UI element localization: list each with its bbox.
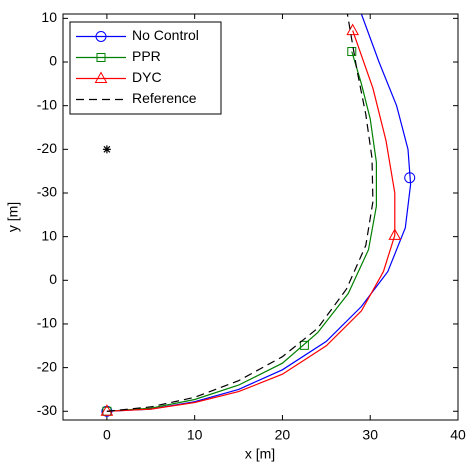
legend-label: PPR <box>132 48 161 64</box>
marker <box>346 23 360 36</box>
plot-lines <box>100 14 416 417</box>
marker <box>94 71 108 83</box>
y-tick-label: -30 <box>37 184 57 200</box>
star-stroke <box>103 145 111 153</box>
marker <box>299 340 309 350</box>
series-line <box>106 14 374 412</box>
y-tick-label: -30 <box>37 402 57 418</box>
marker <box>95 31 107 42</box>
marker <box>96 53 106 62</box>
y-tick-label: 0 <box>49 271 57 287</box>
legend-label: Reference <box>132 90 197 106</box>
y-tick-label: 10 <box>41 9 57 25</box>
y-tick-label: -20 <box>37 140 57 156</box>
y-tick-label: 0 <box>49 53 57 69</box>
y-tick-label: -20 <box>37 358 57 374</box>
x-axis-label: x [m] <box>245 446 275 462</box>
legend-box <box>69 21 222 115</box>
x-tick-label: 30 <box>362 427 378 443</box>
y-tick-label: -10 <box>37 96 57 112</box>
series-line <box>106 14 412 412</box>
series-line <box>106 30 396 412</box>
x-tick-label: 0 <box>103 427 111 443</box>
legend-label: No Control <box>132 27 199 43</box>
x-tick-label: 10 <box>187 427 203 443</box>
series-line <box>106 51 377 412</box>
x-tick-label: 40 <box>450 427 466 443</box>
y-tick-label: -10 <box>37 315 57 331</box>
marker <box>404 172 416 184</box>
marker <box>347 47 357 57</box>
star-point <box>102 145 111 154</box>
y-axis-label: y [m] <box>5 202 21 232</box>
marker <box>388 228 402 240</box>
y-tick-label: 10 <box>41 227 57 243</box>
marker <box>100 404 114 416</box>
x-tick-label: 20 <box>275 427 291 443</box>
axes-box <box>62 13 459 421</box>
legend-label: DYC <box>132 69 162 85</box>
